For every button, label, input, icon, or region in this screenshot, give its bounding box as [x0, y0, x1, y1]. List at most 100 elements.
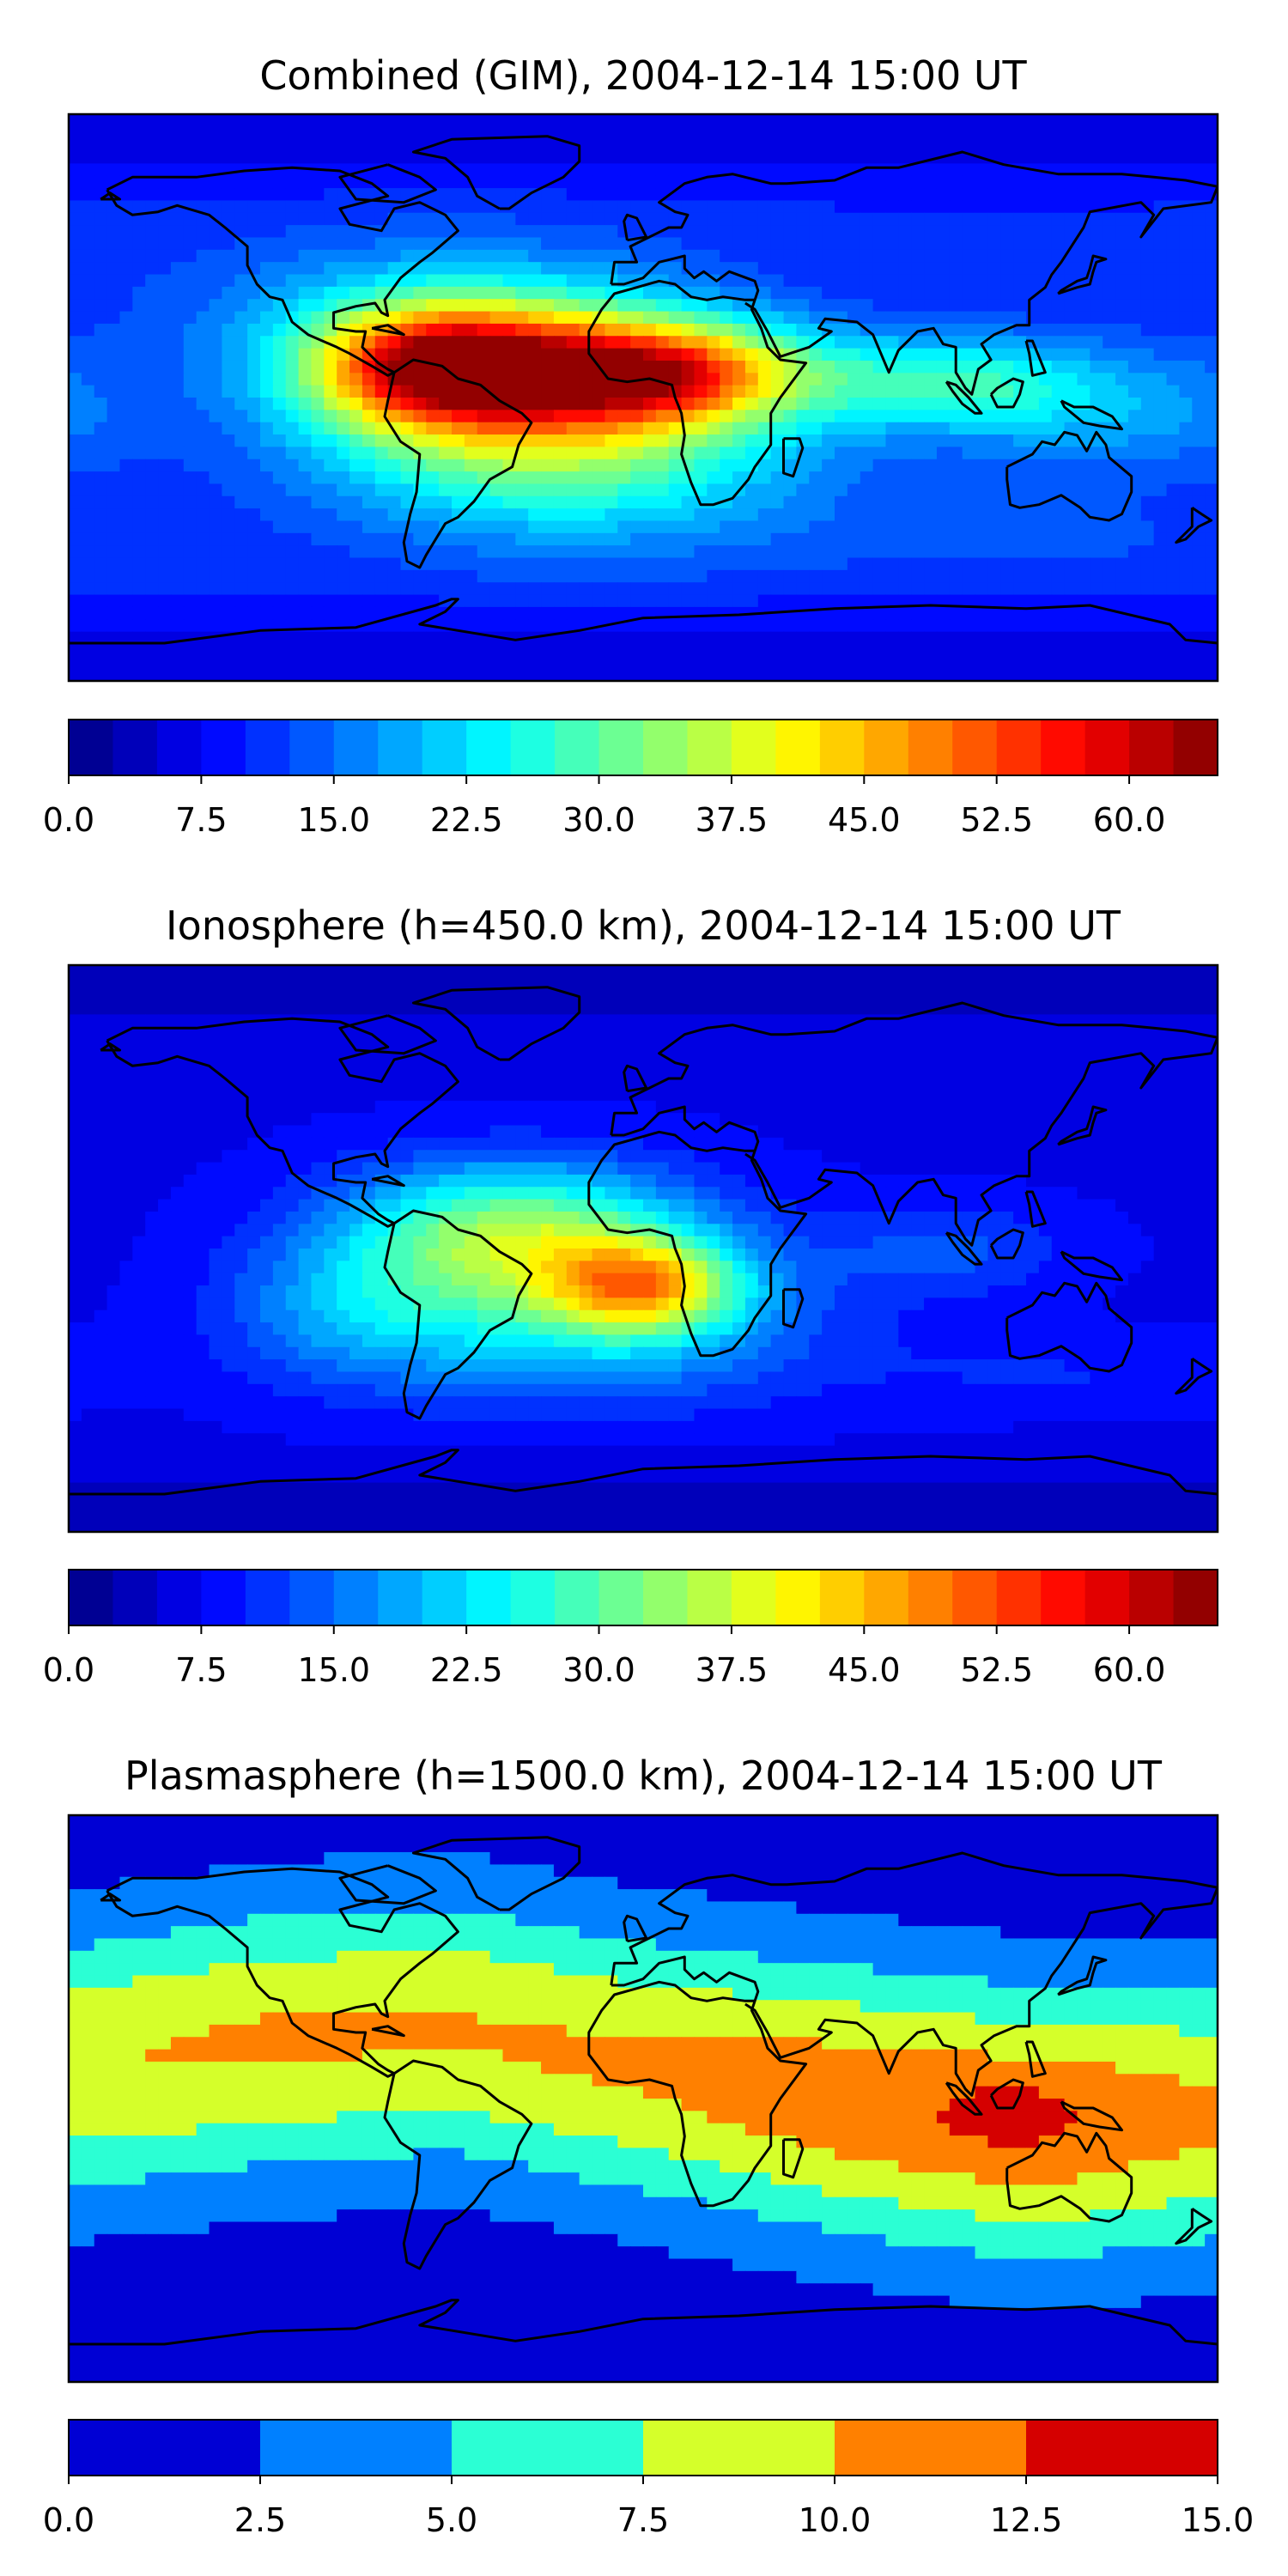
tec-cell: [668, 262, 683, 276]
tec-cell: [553, 274, 568, 288]
tec-cell: [885, 1039, 899, 1053]
tec-cell: [796, 545, 810, 559]
tec-cell: [911, 1051, 925, 1065]
tec-cell: [324, 1063, 337, 1077]
tec-cell: [311, 138, 325, 152]
tec-cell: [1205, 532, 1218, 546]
tec-cell: [502, 495, 516, 509]
tec-cell: [515, 1002, 529, 1015]
tec-cell: [361, 1063, 376, 1077]
colorbar-frame: [68, 719, 1218, 776]
tec-cell: [541, 299, 555, 313]
tec-cell: [962, 126, 976, 140]
tec-cell: [272, 557, 287, 571]
tec-cell: [796, 114, 810, 127]
tec-cell: [1115, 274, 1129, 288]
tec-cell: [822, 495, 835, 509]
tec-cell: [247, 977, 261, 991]
tec-cell: [885, 286, 899, 300]
tec-cell: [69, 410, 82, 423]
tec-cell: [145, 495, 159, 509]
tec-cell: [962, 1051, 976, 1065]
tec-cell: [183, 606, 197, 620]
tec-cell: [643, 569, 657, 583]
tec-cell: [630, 631, 644, 645]
tec-cell: [898, 569, 912, 583]
tec-cell: [260, 1051, 274, 1065]
tec-cell: [1192, 483, 1206, 497]
tec-cell: [94, 163, 108, 177]
tec-cell: [936, 989, 951, 1003]
tec-cell: [145, 360, 159, 374]
tec-cell: [835, 495, 848, 509]
tec-cell: [822, 126, 835, 140]
tec-cell: [387, 1039, 402, 1053]
tec-cell: [707, 323, 720, 337]
tec-cell: [707, 989, 720, 1003]
tec-cell: [298, 126, 313, 140]
tec-cell: [272, 336, 287, 349]
tec-cell: [617, 385, 631, 398]
tec-cell: [655, 1002, 670, 1015]
tec-cell: [337, 532, 350, 546]
tec-cell: [707, 532, 720, 546]
tec-cell: [655, 1026, 670, 1040]
tec-cell: [132, 262, 146, 276]
tec-cell: [962, 643, 976, 657]
tec-cell: [196, 262, 210, 276]
tec-cell: [1090, 643, 1103, 657]
tec-cell: [898, 459, 912, 472]
tec-cell: [1038, 631, 1053, 645]
tec-cell: [936, 200, 951, 214]
tec-cell: [1090, 237, 1103, 251]
tec-cell: [260, 373, 274, 386]
tec-cell: [515, 989, 529, 1003]
tec-cell: [94, 323, 108, 337]
tec-cell: [489, 643, 504, 657]
tec-cell: [452, 643, 465, 657]
tec-cell: [566, 1026, 580, 1040]
tec-cell: [860, 336, 874, 349]
tec-cell: [94, 508, 108, 522]
tec-cell: [707, 212, 720, 226]
tec-cell: [515, 151, 529, 164]
tec-cell: [1115, 348, 1129, 361]
tec-cell: [170, 311, 185, 325]
tec-cell: [566, 520, 580, 534]
tec-cell: [145, 385, 159, 398]
tec-cell: [770, 200, 785, 214]
tec-cell: [106, 398, 121, 410]
tec-cell: [183, 989, 197, 1003]
tec-cell: [720, 410, 733, 423]
tec-cell: [489, 126, 504, 140]
tec-cell: [337, 385, 350, 398]
tec-cell: [81, 286, 95, 300]
tec-cell: [822, 619, 835, 633]
tec-cell: [324, 237, 337, 251]
tec-cell: [1064, 373, 1078, 386]
tec-cell: [515, 1063, 529, 1077]
tec-cell: [835, 348, 848, 361]
tec-cell: [847, 619, 861, 633]
tec-cell: [1192, 249, 1206, 263]
tec-cell: [847, 520, 861, 534]
tec-cell: [324, 299, 337, 313]
tec-cell: [936, 1051, 951, 1065]
tec-cell: [515, 114, 529, 127]
tec-cell: [222, 1026, 235, 1040]
tec-cell: [285, 965, 300, 978]
tec-cell: [885, 483, 899, 497]
tec-cell: [707, 1039, 720, 1053]
tec-cell: [579, 311, 593, 325]
tec-cell: [1153, 360, 1168, 374]
tec-cell: [847, 557, 861, 571]
tec-cell: [975, 483, 988, 497]
tec-cell: [209, 311, 222, 325]
tec-cell: [643, 299, 657, 313]
tec-cell: [1127, 1014, 1142, 1028]
tec-cell: [720, 336, 733, 349]
tec-cell: [1103, 1026, 1116, 1040]
tec-cell: [183, 225, 197, 239]
tec-cell: [592, 286, 605, 300]
tec-cell: [668, 323, 683, 337]
